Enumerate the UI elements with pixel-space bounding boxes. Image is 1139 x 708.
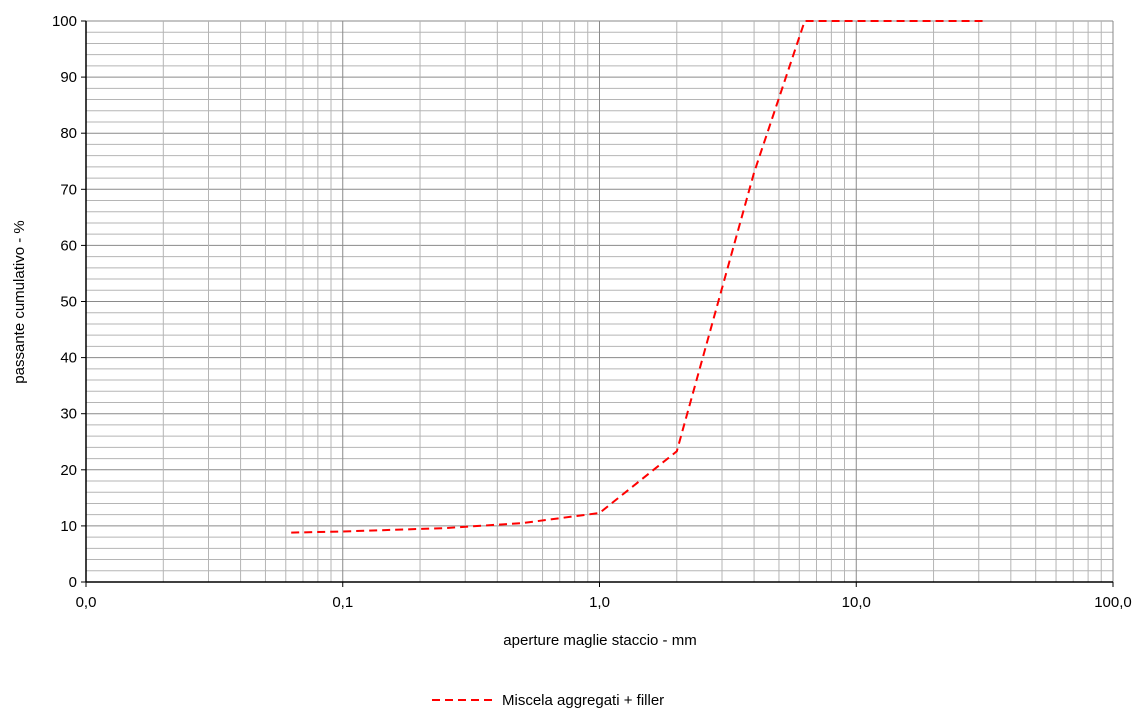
x-tick-label: 100,0 xyxy=(1094,594,1132,611)
y-tick-label: 100 xyxy=(52,13,77,30)
series-line xyxy=(291,20,985,534)
y-axis-label: passante cumulativo - % xyxy=(11,220,28,383)
x-tick-label: 0,0 xyxy=(76,594,97,611)
axes xyxy=(81,20,1114,587)
x-tick-label: 0,1 xyxy=(332,594,353,611)
legend-label: Miscela aggregati + filler xyxy=(502,692,664,708)
y-tick-label: 20 xyxy=(60,462,77,479)
x-axis-label: aperture maglie staccio - mm xyxy=(503,632,696,649)
y-tick-label: 10 xyxy=(60,518,77,535)
y-tick-label: 80 xyxy=(60,125,77,142)
legend: Miscela aggregati + filler xyxy=(432,692,664,708)
grid xyxy=(86,20,1114,582)
y-tick-label: 50 xyxy=(60,294,77,311)
series xyxy=(291,20,985,534)
y-tick-label: 60 xyxy=(60,237,77,254)
y-tick-label: 90 xyxy=(60,69,77,86)
y-tick-label: 70 xyxy=(60,181,77,198)
y-tick-label: 40 xyxy=(60,350,77,367)
x-tick-label: 1,0 xyxy=(589,594,610,611)
x-tick-label: 10,0 xyxy=(842,594,871,611)
y-tick-label: 30 xyxy=(60,406,77,423)
tick-labels: 0 10 20 30 40 50 60 70 80 90 100 0,0 0,1 1,0 10,0 100,0 xyxy=(52,13,1132,611)
y-tick-label: 0 xyxy=(69,574,77,591)
